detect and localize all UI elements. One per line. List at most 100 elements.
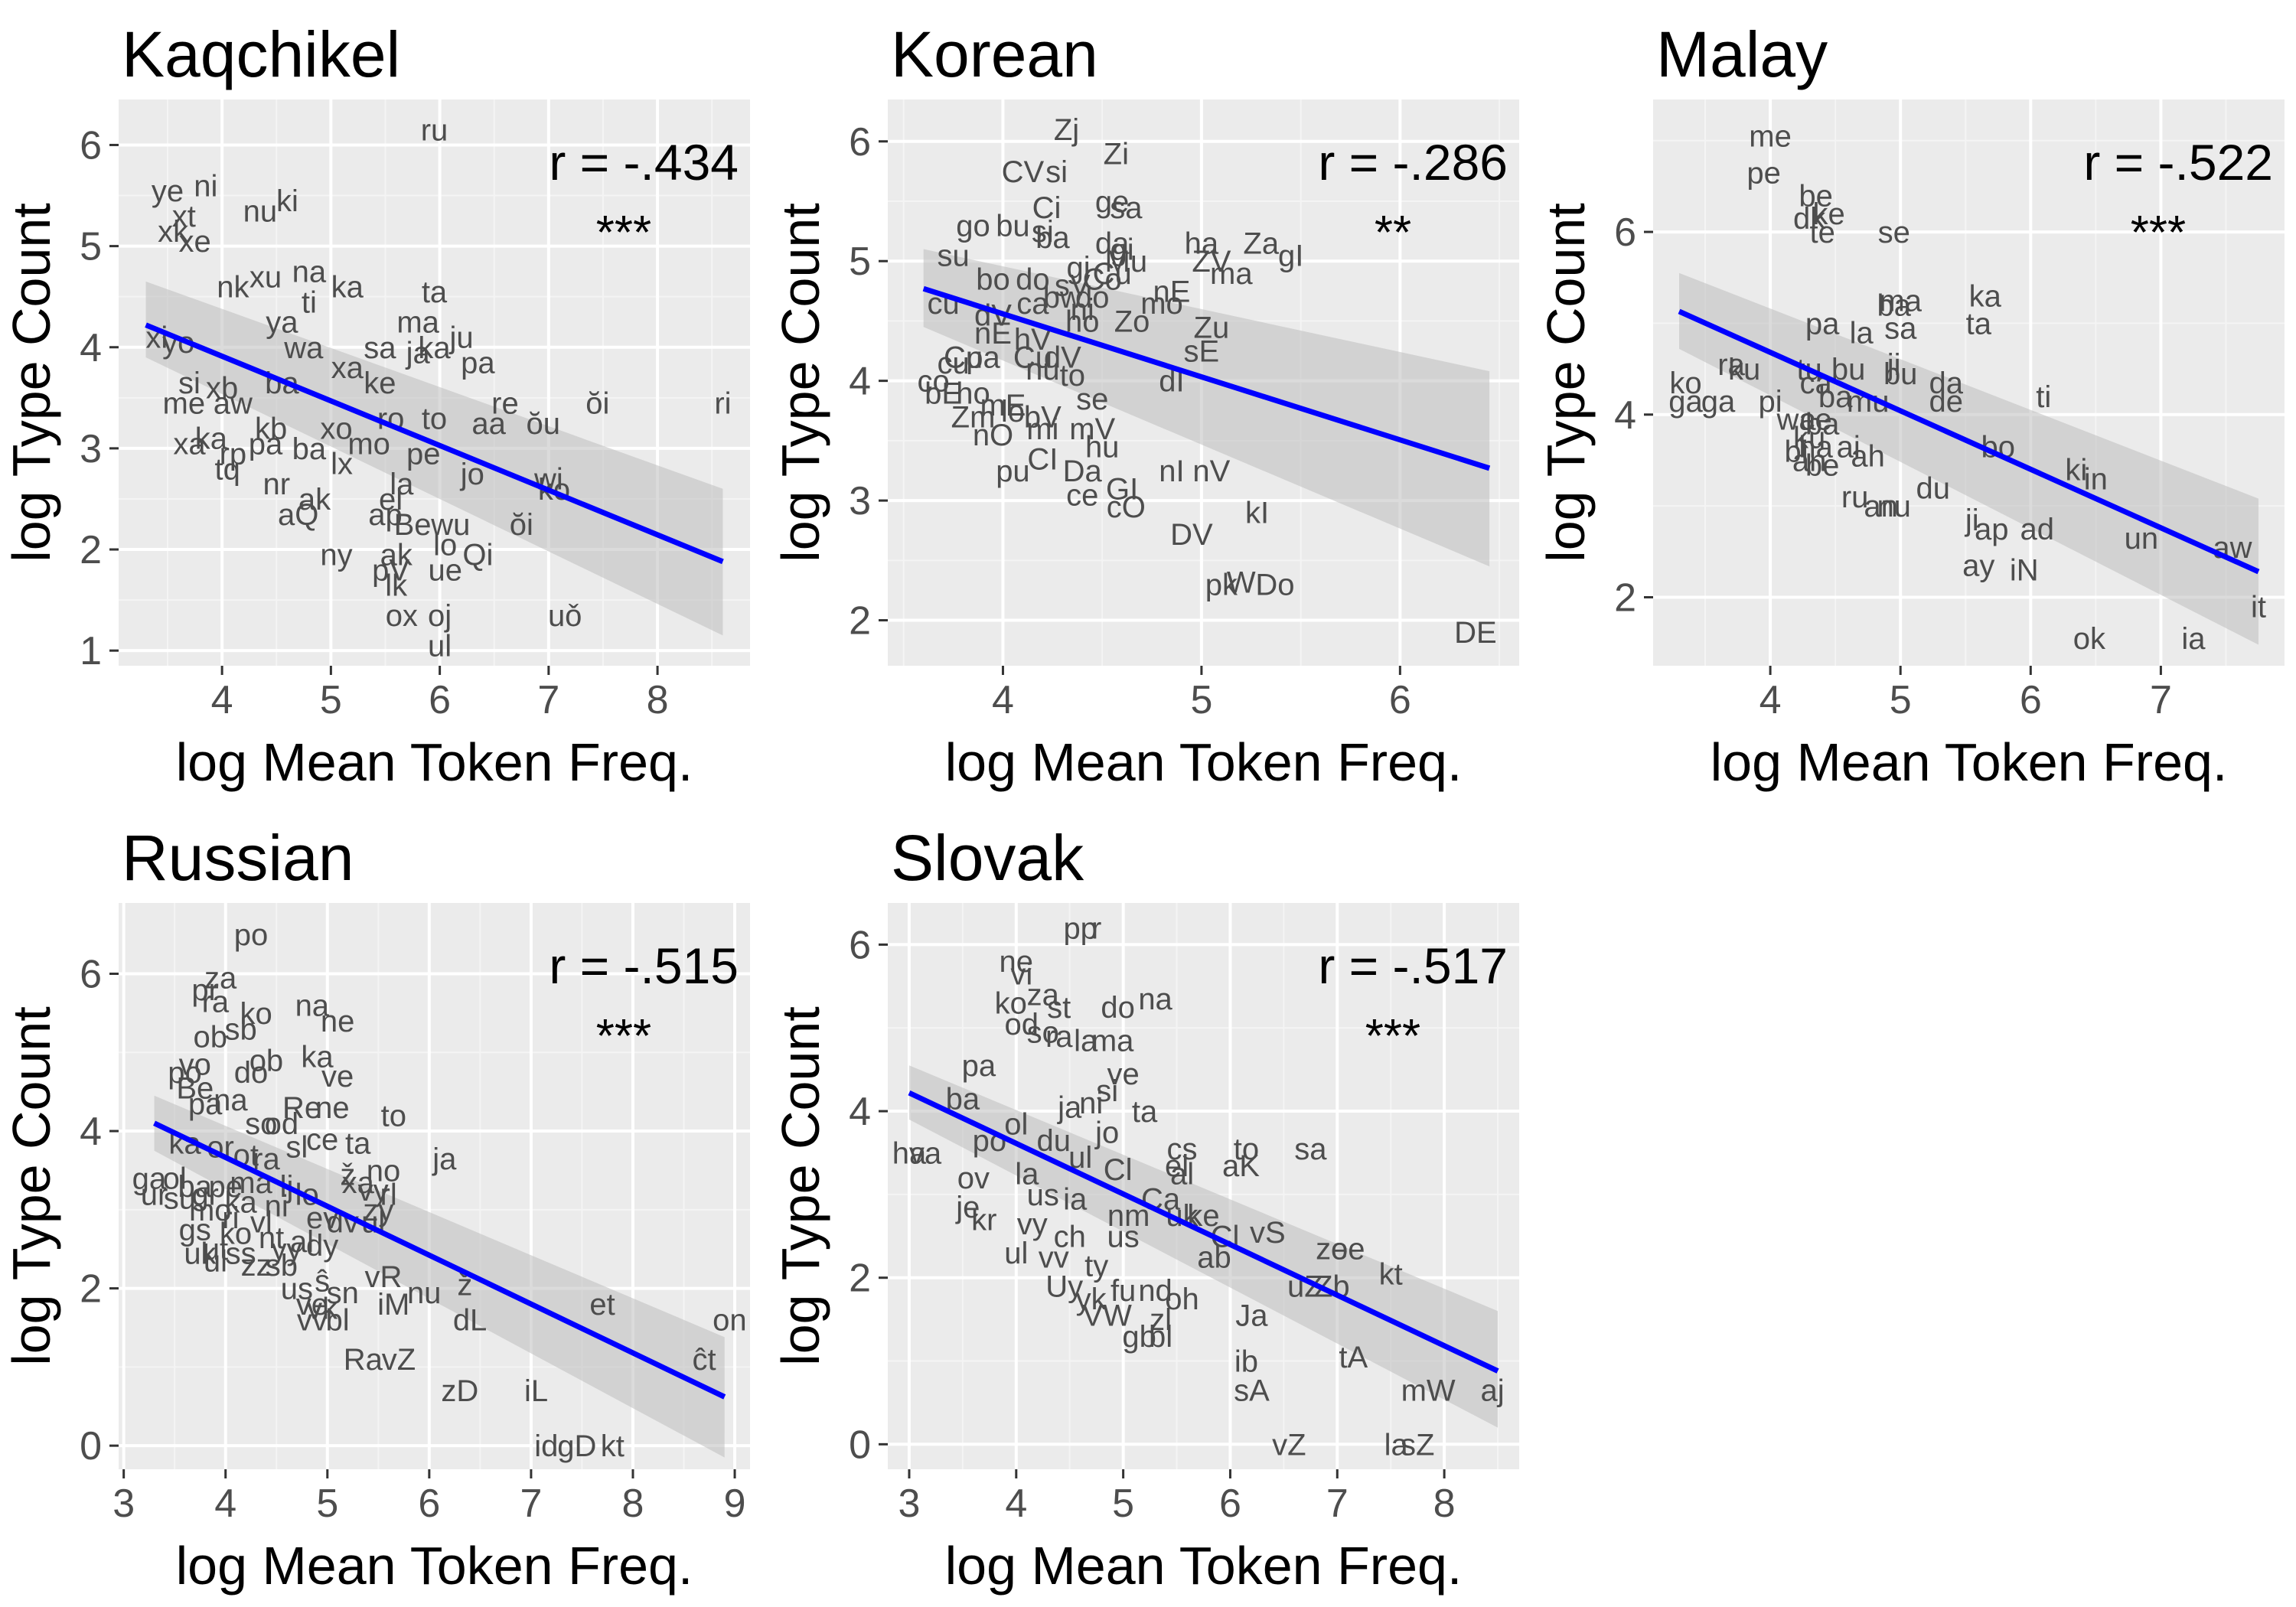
- point-label: xu: [249, 260, 282, 294]
- point-label: gb: [1122, 1320, 1156, 1354]
- point-label: ok: [2073, 622, 2106, 656]
- point-label: W: [1227, 566, 1256, 599]
- y-tick-label: 5: [849, 240, 871, 284]
- point-label: do: [1101, 991, 1135, 1025]
- y-tick-label: 2: [1614, 575, 1636, 620]
- point-label: ra: [202, 985, 230, 1019]
- point-label: Be: [394, 508, 432, 542]
- point-label: to: [1060, 359, 1085, 393]
- point-label: ho: [956, 376, 990, 410]
- point-label: ol: [1004, 1107, 1028, 1141]
- point-label: bi: [1785, 435, 1808, 469]
- point-label: ca: [1016, 287, 1049, 321]
- point-label: so: [245, 1107, 277, 1141]
- point-label: ce: [1066, 478, 1098, 512]
- point-label: da: [1095, 227, 1130, 261]
- point-label: ce: [306, 1123, 338, 1156]
- significance-annotation: ***: [596, 1010, 651, 1063]
- point-label: ze: [1316, 1233, 1348, 1266]
- x-tick-label: 8: [647, 678, 669, 722]
- point-label: ty: [1084, 1249, 1108, 1283]
- grid: [119, 99, 750, 666]
- panel-title: Kaqchikel: [122, 18, 400, 90]
- point-label: ma: [396, 306, 439, 340]
- x-tick-label: 4: [211, 678, 233, 722]
- point-label: ni: [194, 169, 217, 203]
- x-tick-label: 8: [622, 1482, 644, 1526]
- confidence-ribbon: [908, 1065, 1499, 1428]
- y-tick-label: 3: [849, 479, 871, 523]
- point-label: ni: [1071, 293, 1094, 327]
- point-label: ta: [1966, 307, 1992, 341]
- point-label: lo: [1001, 395, 1025, 429]
- x-tick-label: 6: [2020, 678, 2042, 722]
- point-label: ra: [1045, 1020, 1073, 1054]
- point-label: ss: [226, 1237, 256, 1270]
- point-label: vS: [1250, 1216, 1286, 1250]
- point-label: Zm: [951, 401, 996, 435]
- point-label: nu: [1877, 490, 1911, 523]
- point-label: lo: [433, 528, 457, 562]
- point-label: ba: [292, 432, 327, 466]
- point-label: be: [1805, 448, 1840, 482]
- point-label: dk: [1793, 202, 1826, 236]
- point-label: vo: [179, 1048, 211, 1082]
- x-tick-label: 4: [992, 678, 1014, 722]
- point-label: na: [214, 1084, 248, 1117]
- point-label: Zi: [1104, 137, 1129, 171]
- point-label: ch: [1054, 1220, 1086, 1253]
- point-label: ob: [194, 1021, 228, 1054]
- significance-annotation: **: [1375, 207, 1411, 259]
- point-label: nk: [217, 270, 249, 304]
- point-label: ov: [957, 1162, 990, 1195]
- point-label: iN: [2010, 554, 2039, 588]
- point-label: ŏi: [510, 508, 533, 542]
- panel-title: Slovak: [891, 822, 1084, 894]
- point-label: je: [955, 1191, 980, 1224]
- point-label: be: [1799, 179, 1833, 213]
- point-label: st: [1047, 991, 1071, 1025]
- point-label: ba: [1035, 221, 1070, 255]
- point-label: Qi: [462, 539, 493, 572]
- point-label: iM: [377, 1288, 409, 1322]
- point-label: sa: [1294, 1133, 1327, 1166]
- y-tick-label: 4: [80, 1110, 102, 1154]
- confidence-ribbon: [145, 281, 723, 636]
- point-label: al: [1170, 1158, 1194, 1191]
- point-label: sb: [225, 1012, 257, 1046]
- point-label: on: [713, 1304, 747, 1338]
- regression-line: [1678, 308, 2260, 575]
- point-label: cs: [1167, 1133, 1198, 1166]
- point-label: si: [1045, 155, 1068, 189]
- point-label: ge: [1095, 185, 1130, 219]
- point-label: ad: [2020, 513, 2055, 546]
- x-tick-label: 6: [418, 1482, 440, 1526]
- point-label: gr: [191, 1178, 219, 1211]
- point-label: sa: [1110, 191, 1143, 225]
- point-label: oe: [1331, 1233, 1365, 1266]
- point-label: ni: [265, 1190, 289, 1224]
- point-label: vZ: [382, 1343, 416, 1377]
- point-label: mo: [1140, 287, 1183, 321]
- point-label: bl: [326, 1304, 350, 1338]
- point-label: nd: [1138, 1274, 1172, 1308]
- point-label: DE: [1454, 616, 1497, 650]
- point-label: za: [204, 962, 237, 996]
- y-tick-label: 6: [1614, 210, 1636, 255]
- point-label: an: [1864, 490, 1898, 523]
- point-label: nE: [974, 317, 1012, 350]
- point-label: si: [1096, 1074, 1118, 1108]
- point-label: lx: [331, 448, 353, 481]
- point-label: pa: [966, 341, 1000, 374]
- point-label: ta: [345, 1126, 371, 1160]
- point-label: kI: [1245, 497, 1269, 530]
- point-label: sV: [1055, 269, 1091, 302]
- point-label: ka: [331, 270, 364, 304]
- point-label: na: [292, 256, 327, 289]
- point-label: nu: [1026, 353, 1060, 386]
- point-label: ai: [1837, 431, 1861, 464]
- point-label: xb: [206, 372, 238, 406]
- point-label: ŏi: [585, 386, 609, 420]
